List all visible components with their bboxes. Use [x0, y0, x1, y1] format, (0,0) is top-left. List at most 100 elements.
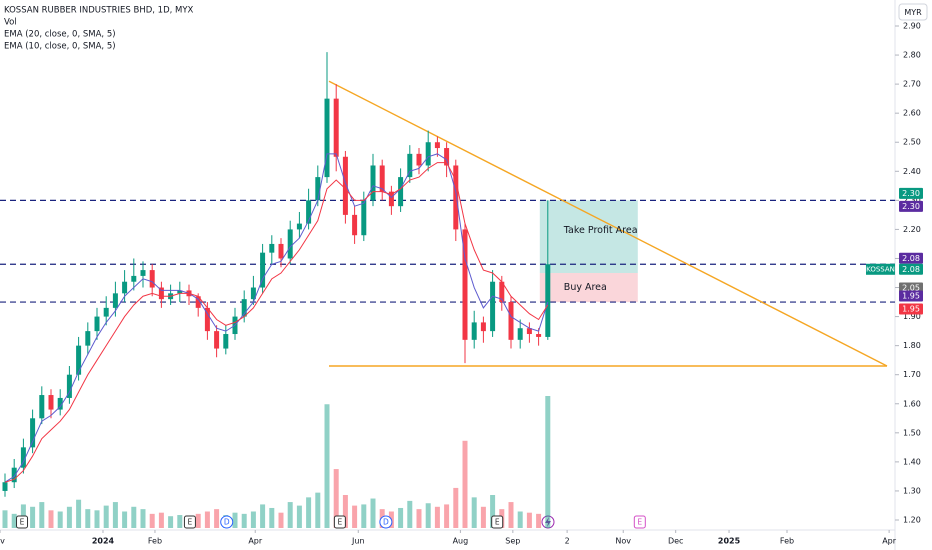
volume-bar [85, 509, 91, 528]
candle-body [425, 142, 431, 166]
x-tick-label: 2 [565, 537, 570, 546]
candle-body [112, 293, 118, 308]
candle-body [545, 264, 551, 337]
ema-line [4, 153, 549, 483]
candle-body [434, 142, 440, 149]
volume-bar [315, 492, 321, 528]
volume-bar [57, 511, 63, 528]
x-tick-label: Apr [882, 537, 897, 546]
y-tick-label: 1.20 [903, 516, 921, 525]
volume-bar [370, 498, 376, 528]
volume-bar [140, 509, 146, 528]
volume-bar [296, 505, 302, 528]
event-label: E [188, 518, 193, 527]
volume-bar [66, 506, 72, 528]
currency-box[interactable] [898, 3, 928, 21]
candle-body [471, 322, 477, 340]
y-tick-label: 2.20 [903, 225, 921, 234]
volume-bar [232, 512, 238, 528]
zone-label: Buy Area [564, 282, 607, 293]
y-tick-label: 1.80 [903, 341, 921, 350]
price-badge-label: 1.95 [902, 305, 920, 314]
event-icon-bolt [545, 517, 551, 527]
event-label: D [224, 518, 230, 527]
volume-bar [269, 507, 275, 528]
candle-body [177, 290, 183, 294]
event-icon [183, 515, 196, 529]
price-badge [899, 252, 923, 264]
candle-body [306, 200, 312, 224]
volume-bar [112, 502, 118, 528]
candle-body [131, 275, 137, 282]
volume-bar [471, 497, 477, 528]
volume-bar [545, 396, 551, 528]
candle-body [296, 223, 302, 230]
event-icon [379, 515, 393, 529]
price-badge-label: 1.95 [902, 292, 920, 301]
candle-body [39, 395, 45, 419]
x-tick-label: 2025 [718, 537, 741, 546]
volume-bar [241, 513, 247, 528]
y-tick-label: 1.60 [903, 399, 921, 408]
y-tick-label: 1.40 [903, 457, 921, 466]
candle-body [214, 331, 220, 349]
volume-bar [425, 503, 431, 528]
volume-bar [195, 513, 201, 528]
x-tick-label: Feb [780, 537, 794, 546]
volume-bar [526, 512, 532, 528]
x-tick-label: Sep [505, 537, 520, 546]
candle-body [453, 165, 459, 230]
event-icon [491, 515, 504, 529]
candle-body [140, 270, 146, 276]
candle-body [526, 328, 532, 335]
volume-bar [168, 516, 174, 528]
event-label: E [338, 518, 343, 527]
candle-body [370, 165, 376, 201]
zone [539, 273, 638, 303]
volume-bar [30, 506, 36, 528]
x-tick-label: Feb [148, 537, 162, 546]
event-icon [333, 515, 346, 529]
volume-bar [342, 495, 348, 528]
volume-bar [94, 510, 100, 528]
volume-bar [453, 487, 459, 528]
y-tick-label: 2.40 [903, 167, 921, 176]
candle-body [241, 299, 247, 317]
candle-body [76, 345, 82, 375]
currency[interactable]: MYR [904, 8, 922, 17]
candle-body [342, 156, 348, 215]
price-badge [899, 200, 923, 212]
volume-bar [444, 504, 450, 528]
candle-body [195, 296, 201, 308]
candle-body [333, 98, 339, 157]
candle-body [536, 334, 542, 337]
candle-body [11, 467, 17, 483]
candle-body [94, 316, 100, 332]
candle-body [2, 482, 8, 491]
candle-body [462, 229, 468, 340]
y-tick-label: 2.50 [903, 138, 921, 147]
candle-body [490, 281, 496, 332]
volume-bar [536, 513, 542, 528]
volume-bar [2, 510, 8, 528]
candle-body [388, 191, 394, 207]
volume-bar [39, 502, 45, 528]
candle-body [158, 287, 164, 300]
replay-icon[interactable] [541, 515, 555, 529]
y-tick-label: 2.90 [903, 22, 921, 31]
candle-body [517, 328, 523, 340]
volume-bar [149, 513, 155, 528]
y-tick-label: 2.80 [903, 51, 921, 60]
x-tick-label: Apr [248, 537, 263, 546]
symbol-badge [866, 263, 895, 275]
price-badge [899, 290, 923, 302]
price-badge-label: 2.30 [902, 189, 920, 198]
indicator-label: Vol [4, 18, 17, 28]
candle-body [260, 252, 266, 288]
event-icon [220, 515, 234, 529]
trendline [328, 80, 888, 367]
x-tick-label: Dec [668, 537, 683, 546]
candle-body [398, 177, 404, 207]
volume-bar [352, 505, 358, 528]
